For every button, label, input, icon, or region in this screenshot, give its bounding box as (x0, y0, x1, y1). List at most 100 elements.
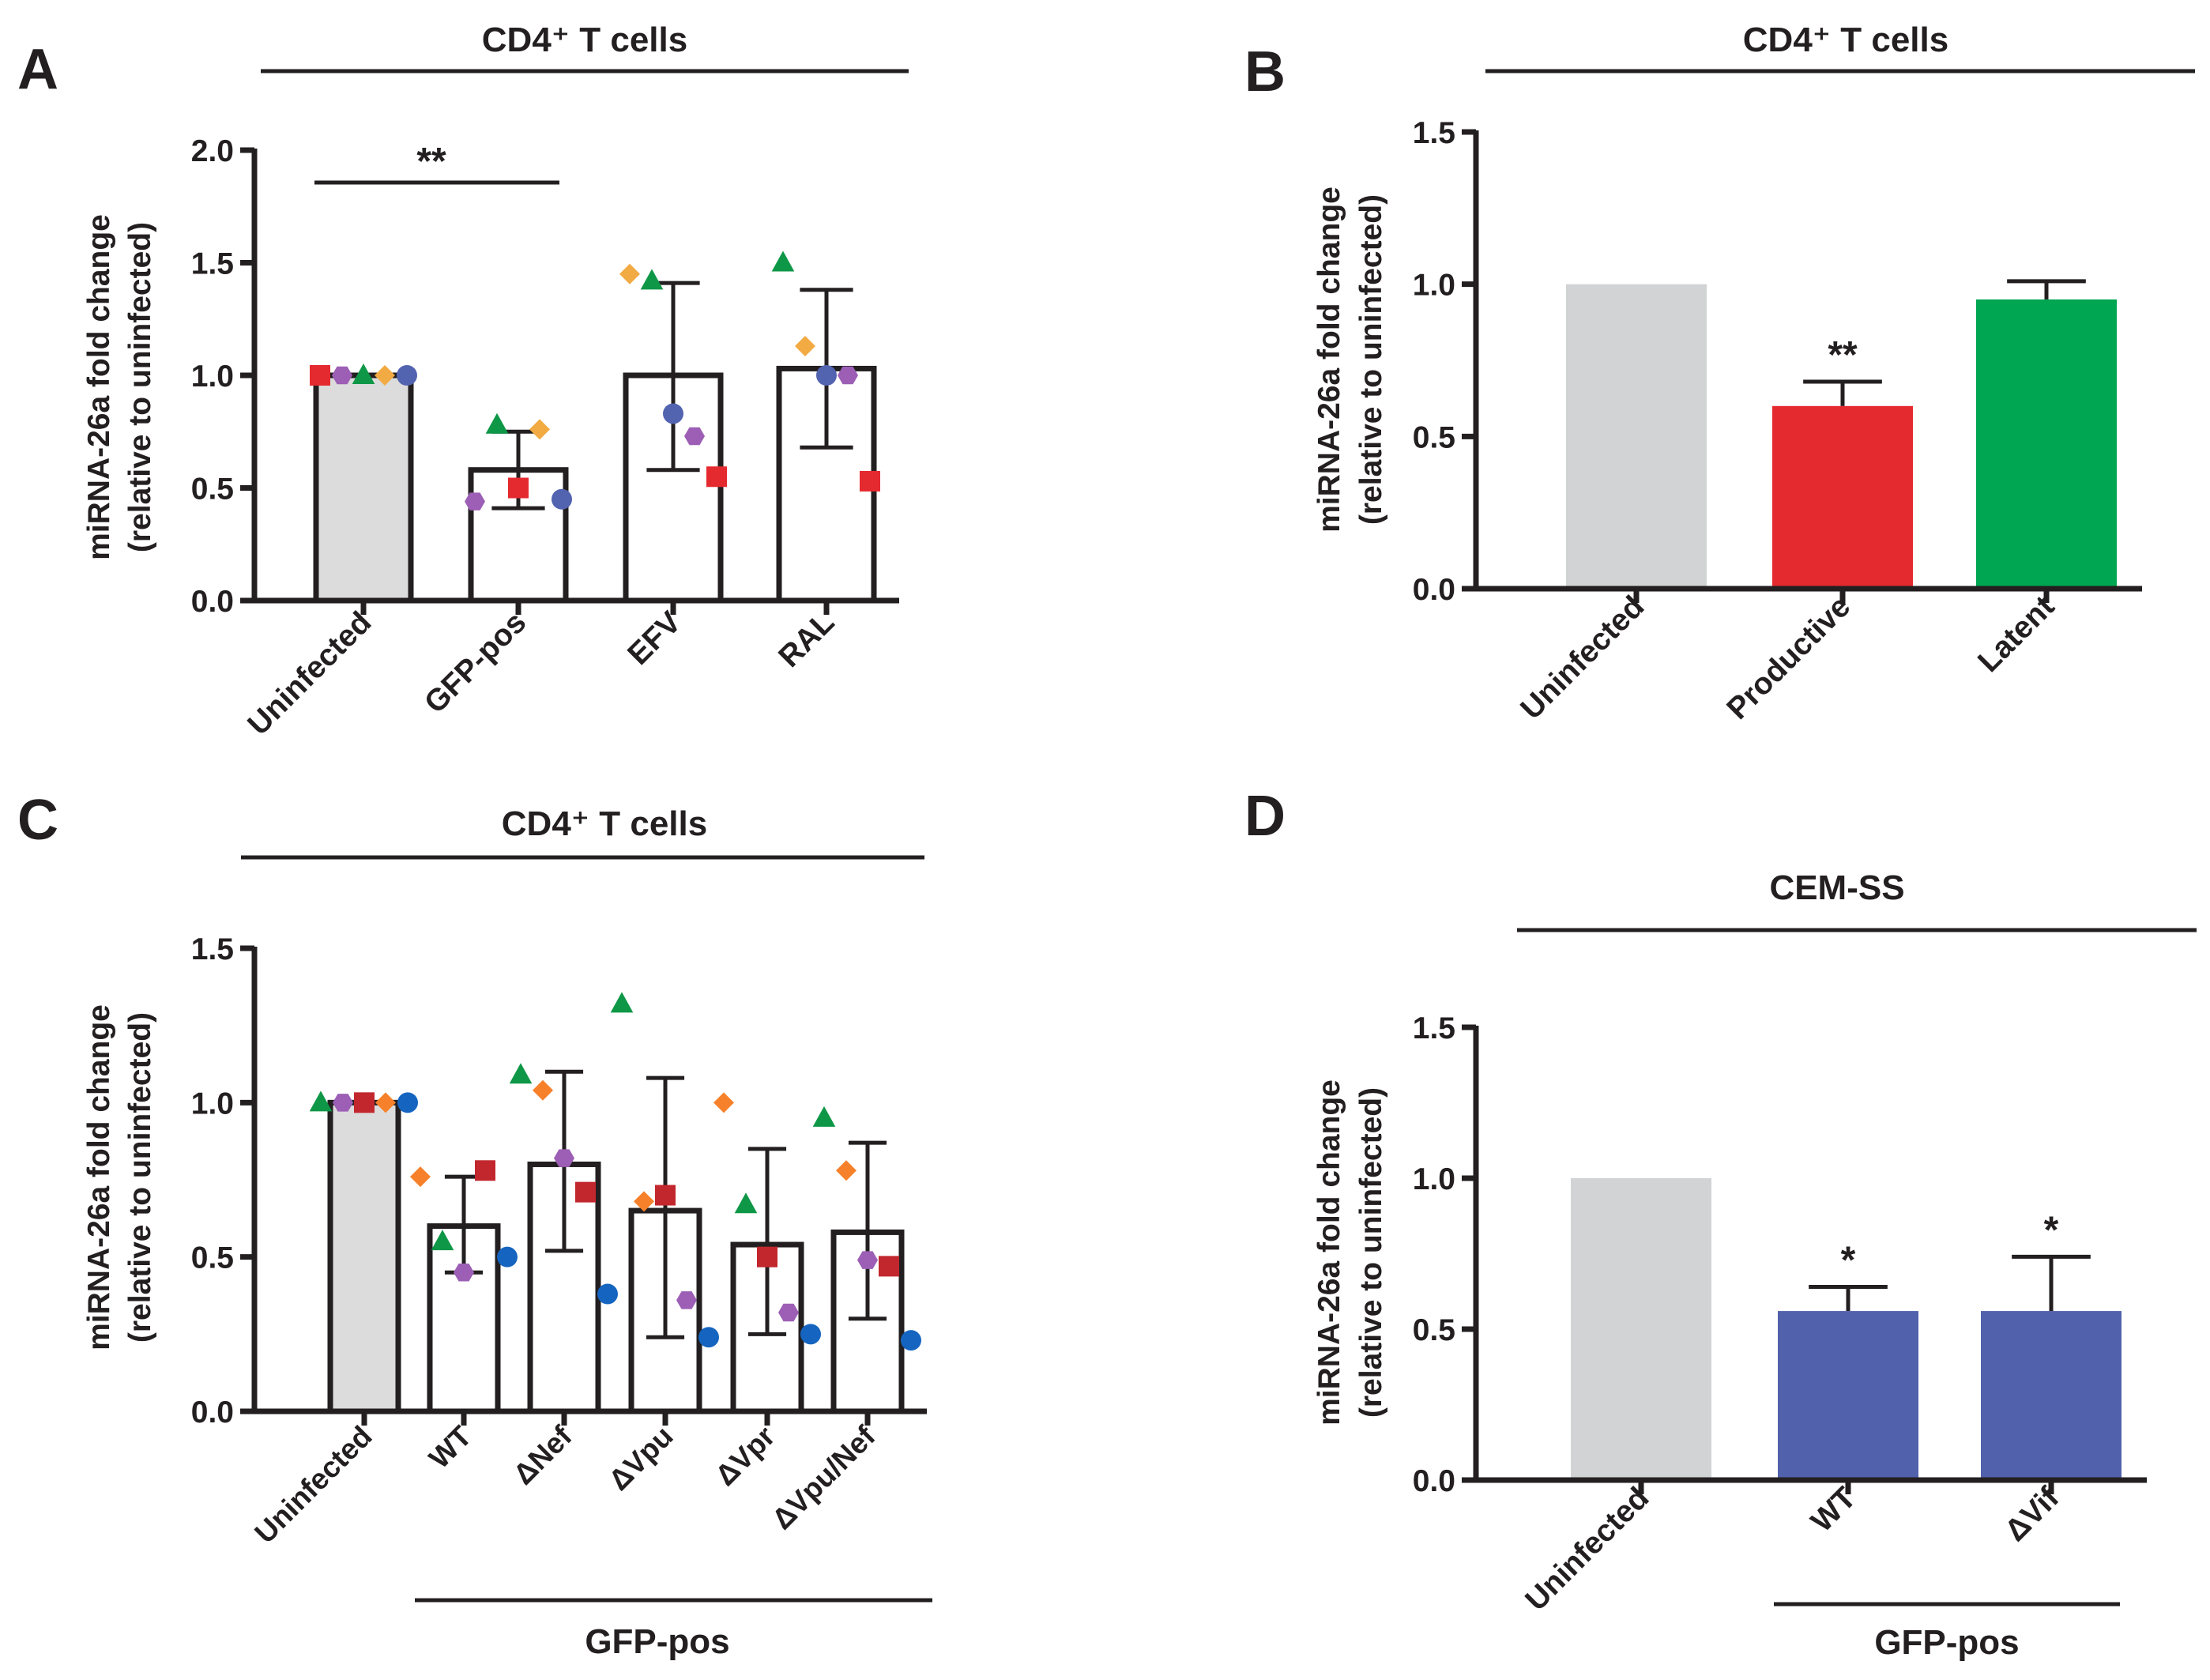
data-point-3-5 (597, 1283, 618, 1305)
data-point-1-4 (375, 365, 395, 386)
data-point-3-1 (619, 263, 640, 284)
y-tick-label: 1.5 (1413, 1011, 1455, 1045)
data-point-2-5 (497, 1246, 518, 1268)
significance-star-2: * (1841, 1240, 1856, 1282)
x-tick-label: Uninfected (248, 1420, 378, 1550)
data-point-3-3 (663, 403, 683, 424)
bar-1 (327, 1099, 401, 1414)
y-tick-label: 2.0 (191, 134, 234, 168)
x-tick-label: GFP-pos (418, 605, 533, 720)
bar-1 (1566, 284, 1707, 589)
data-point-4-1 (771, 250, 795, 272)
panel-c-ylabel-line1: miRNA-26a fold change (82, 1004, 116, 1350)
data-point-5-2 (734, 1192, 758, 1214)
data-point-2-5 (552, 488, 572, 510)
data-point-1-1 (309, 1090, 333, 1112)
panel-a-ylabel-line1: miRNA-26a fold change (82, 214, 116, 560)
data-point-5-5 (800, 1324, 821, 1345)
y-tick-label: 1.0 (1413, 269, 1455, 303)
x-tick-label: WT (423, 1419, 478, 1475)
data-point-3-2 (533, 1079, 553, 1101)
x-tick-label: RAL (772, 605, 841, 674)
data-point-1-3 (354, 1092, 375, 1113)
panel-d-plot: * * 0.0 0.5 1.0 1.5 Uninfected WT ΔVif (1413, 1011, 2147, 1618)
y-tick-label: 1.5 (1413, 116, 1455, 150)
data-point-4-4 (676, 1291, 697, 1309)
panel-b-ylabel-line1: miRNA-26a fold change (1312, 186, 1346, 533)
x-tick-label: Latent (1971, 590, 2061, 679)
data-point-1-2 (333, 1094, 353, 1112)
data-point-4-2 (634, 1191, 654, 1212)
x-tick-label: Uninfected (1514, 590, 1651, 726)
data-point-3-4 (684, 427, 705, 446)
data-point-2-1 (410, 1166, 431, 1188)
data-point-4-5 (860, 470, 880, 492)
data-point-3-4 (575, 1181, 596, 1203)
x-tick-label: ΔVpu (602, 1420, 679, 1497)
data-point-6-1 (812, 1106, 836, 1127)
data-point-5-1 (713, 1092, 734, 1113)
data-point-4-3 (655, 1185, 676, 1206)
y-tick-label: 1.5 (191, 247, 234, 281)
panel-a-plot: 0.0 0.5 1.0 1.5 2.0 Uninfected GFP-pos EFV RAL (191, 134, 899, 742)
panel-b-plot: ** 0.0 0.5 1.0 1.5 Uninfected Productive Latent (1413, 116, 2142, 726)
x-tick-label: ΔVpu/Nef (766, 1419, 882, 1535)
x-tick-label: Productive (1720, 590, 1857, 726)
data-point-2-3 (508, 477, 529, 499)
x-tick-label: ΔVpr (709, 1420, 781, 1492)
y-tick-label: 0.5 (1413, 1313, 1455, 1347)
data-point-2-2 (431, 1230, 454, 1251)
bar-2 (1772, 405, 1913, 589)
panel-d: D CEM-SS miRNA-26a fold change (relative… (1244, 785, 2197, 1662)
x-tick-label: ΔNef (507, 1419, 578, 1490)
panel-letter-a: A (17, 38, 58, 101)
panel-a: A CD4⁺ T cells miRNA-26a fold change (re… (17, 21, 909, 742)
x-tick-label: WT (1805, 1481, 1862, 1539)
data-point-1-2 (332, 366, 352, 385)
data-point-2-3 (454, 1263, 474, 1282)
panel-c-plot: 0.0 0.5 1.0 1.5 Uninfected WT ΔNef ΔVpu ΔVprΔVpu… (191, 932, 927, 1550)
panel-c-title: CD4⁺ T cells (502, 804, 707, 843)
panel-c: C CD4⁺ T cells miRNA-26a fold change (re… (17, 789, 932, 1661)
panel-d-title: CEM-SS (1769, 868, 1904, 907)
panel-a-significance-label: ** (416, 141, 446, 183)
panel-d-ylabel-line2: (relative to uninfected) (1354, 1087, 1388, 1418)
significance-star-3: * (2044, 1209, 2059, 1251)
y-tick-label: 1.0 (191, 360, 234, 394)
panel-c-group-label: GFP-pos (585, 1622, 729, 1661)
data-point-4-1 (610, 992, 634, 1013)
y-tick-label: 1.5 (191, 932, 234, 966)
panel-letter-c: C (17, 789, 58, 852)
bar-1 (1571, 1178, 1711, 1480)
data-point-5-3 (757, 1246, 777, 1268)
data-point-6-3 (857, 1251, 878, 1269)
data-point-4-4 (838, 366, 858, 385)
data-point-3-1 (509, 1063, 533, 1084)
y-tick-label: 0.0 (191, 1396, 234, 1430)
y-tick-label: 0.5 (191, 473, 234, 507)
panel-b-ylabel-line2: (relative to uninfected) (1354, 194, 1388, 525)
bar-3 (1976, 299, 2117, 589)
data-point-5-4 (778, 1303, 799, 1322)
data-point-3-3 (554, 1149, 574, 1167)
data-point-1-5 (397, 365, 417, 386)
x-tick-label: ΔVif (1998, 1480, 2066, 1548)
panel-d-group-label: GFP-pos (1874, 1623, 2019, 1662)
panel-letter-d: D (1244, 785, 1286, 848)
x-tick-label: EFV (621, 605, 687, 672)
panel-d-ylabel-line1: miRNA-26a fold change (1312, 1079, 1346, 1426)
panel-c-ylabel-line2: (relative to uninfected) (123, 1012, 157, 1343)
y-tick-label: 0.0 (1413, 1464, 1455, 1498)
panel-letter-b: B (1244, 40, 1286, 104)
panel-a-ylabel-line2: (relative to uninfected) (123, 222, 157, 552)
data-point-4-3 (816, 365, 837, 386)
data-point-4-2 (795, 335, 815, 356)
panel-a-title: CD4⁺ T cells (482, 21, 687, 59)
data-point-3-2 (640, 269, 664, 290)
significance-star-2: ** (1828, 334, 1858, 376)
bar-2 (1778, 1311, 1918, 1480)
y-tick-label: 0.5 (191, 1241, 234, 1275)
data-point-6-4 (879, 1256, 899, 1277)
data-point-1-4 (375, 1092, 396, 1113)
